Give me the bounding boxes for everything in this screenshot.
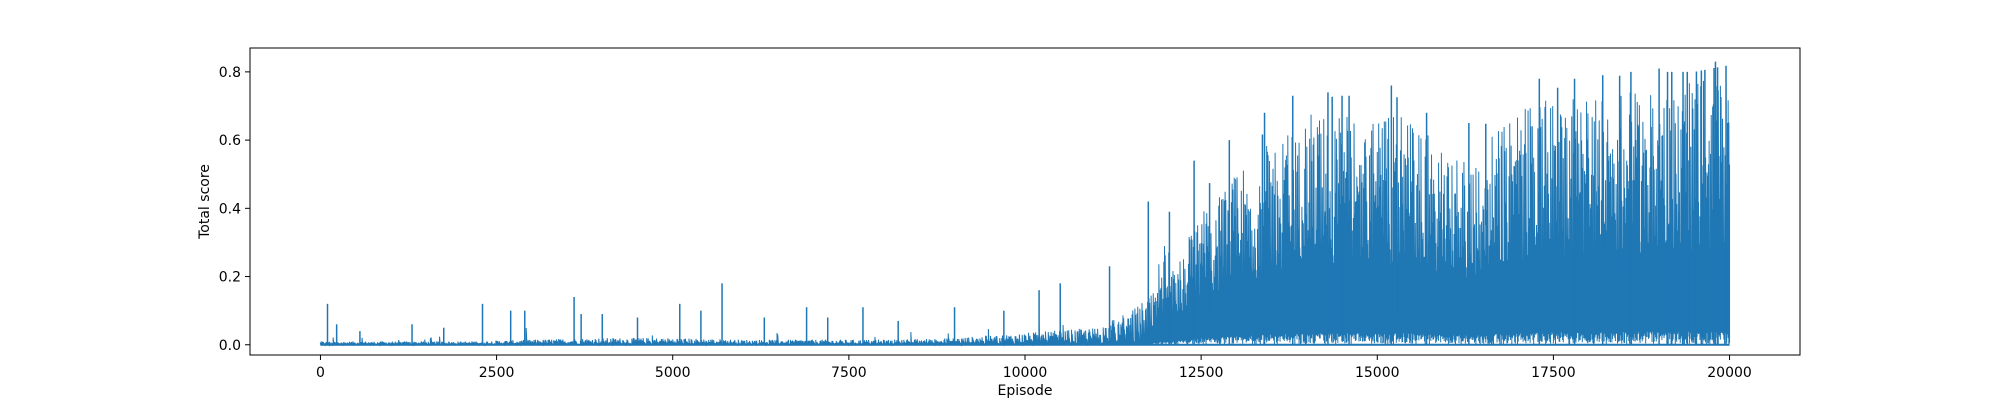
x-tick-label: 15000 xyxy=(1355,365,1400,381)
y-axis-label: Total score xyxy=(197,164,213,240)
x-tick-label: 12500 xyxy=(1179,365,1224,381)
series-trace xyxy=(319,79,1731,347)
x-axis-ticks: 0 2500 5000 7500 10000 12500 15000 17500 20000 xyxy=(316,355,1752,381)
y-tick-label: 0.8 xyxy=(219,65,241,81)
x-tick-label: 7500 xyxy=(831,365,867,381)
y-tick-label: 0.6 xyxy=(219,133,241,149)
x-tick-label: 0 xyxy=(316,365,325,381)
y-axis-ticks: 0.0 0.2 0.4 0.6 0.8 xyxy=(219,65,250,354)
series-layer xyxy=(319,61,1731,347)
y-tick-label: 0.0 xyxy=(219,338,241,354)
x-tick-label: 2500 xyxy=(479,365,515,381)
y-tick-label: 0.4 xyxy=(219,201,241,217)
x-tick-label: 10000 xyxy=(1003,365,1048,381)
x-tick-label: 17500 xyxy=(1531,365,1576,381)
x-tick-label: 20000 xyxy=(1707,365,1752,381)
x-tick-label: 5000 xyxy=(655,365,691,381)
x-axis-label: Episode xyxy=(998,383,1053,399)
y-tick-label: 0.2 xyxy=(219,270,241,286)
